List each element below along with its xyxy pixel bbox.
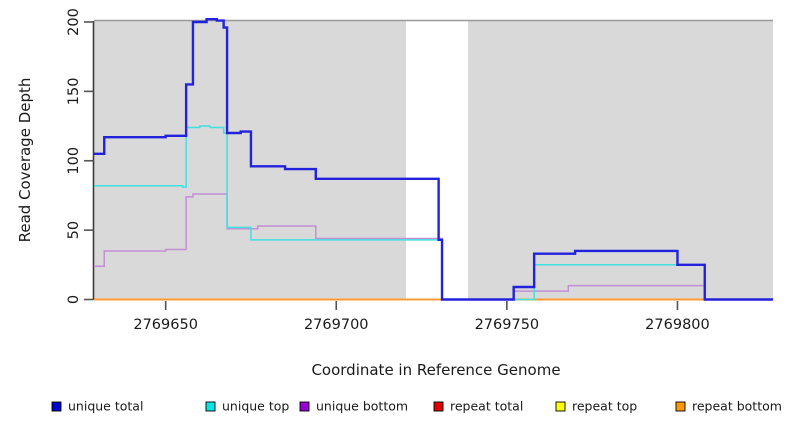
legend-label-repeat-top: repeat top	[572, 399, 637, 414]
chart-legend: unique total unique top unique bottom repea…	[51, 399, 782, 414]
series-unique-top	[94, 125, 773, 301]
series-layer	[94, 18, 773, 301]
x-axis-title: Coordinate in Reference Genome	[311, 361, 560, 379]
y-tick-label: 200	[66, 8, 82, 36]
legend-swatch-unique-bottom[interactable]	[299, 401, 310, 412]
shaded-region-right	[468, 21, 773, 300]
legend-swatch-unique-total[interactable]	[51, 401, 62, 412]
y-tick-label: 0	[66, 295, 82, 304]
y-tick-marks	[84, 21, 94, 301]
legend-label-unique-top: unique top	[222, 399, 289, 414]
legend-label-repeat-total: repeat total	[450, 399, 523, 414]
legend-swatch-unique-top[interactable]	[205, 401, 216, 412]
x-tick-label: 2769650	[133, 317, 198, 333]
x-tick-labels: 2769650 2769700 2769750 2769800	[133, 317, 709, 333]
x-tick-label: 2769800	[645, 317, 710, 333]
legend-swatch-repeat-top[interactable]	[555, 401, 566, 412]
y-axis-title: Read Coverage Depth	[16, 78, 34, 243]
y-axis: 0 50 100 150 200	[66, 8, 95, 304]
legend-swatch-repeat-total[interactable]	[433, 401, 444, 412]
x-tick-marks	[164, 301, 679, 310]
legend-label-unique-total: unique total	[68, 399, 143, 414]
x-axis: 2769650 2769700 2769750 2769800	[133, 301, 710, 333]
series-unique-bottom	[94, 193, 773, 301]
legend-label-repeat-bottom: repeat bottom	[692, 399, 782, 414]
legend-label-unique-bottom: unique bottom	[316, 399, 408, 414]
y-tick-labels: 0 50 100 150 200	[66, 8, 82, 304]
legend-swatch-repeat-bottom[interactable]	[675, 401, 686, 412]
series-unique-total	[94, 18, 773, 301]
x-tick-label: 2769750	[475, 317, 540, 333]
y-tick-label: 150	[66, 78, 82, 106]
y-tick-label: 100	[66, 147, 82, 175]
y-tick-label: 50	[66, 221, 82, 239]
x-tick-label: 2769700	[304, 317, 369, 333]
panel-shading	[94, 19, 773, 300]
